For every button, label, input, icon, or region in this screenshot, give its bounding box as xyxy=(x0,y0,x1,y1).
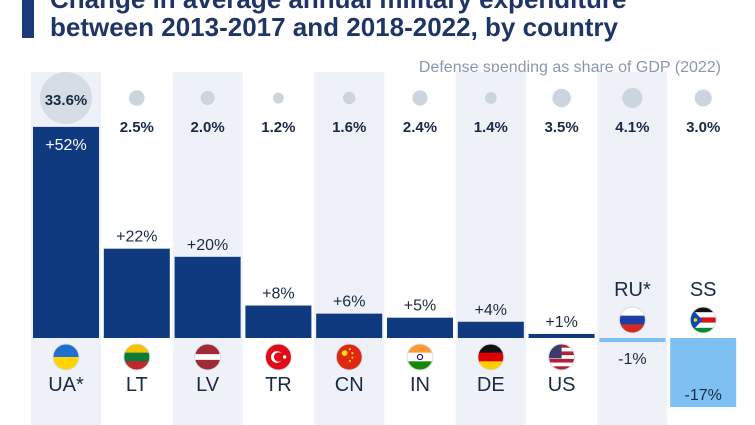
gdp-share-label: 1.2% xyxy=(261,119,295,136)
gdp-share-bubble xyxy=(412,90,428,106)
gdp-share-bubble xyxy=(342,91,356,105)
value-label: -17% xyxy=(685,387,722,404)
gdp-share-label: 2.0% xyxy=(190,119,224,136)
gdp-share-bubble xyxy=(128,90,145,106)
flag-ss-icon xyxy=(689,306,717,334)
gdp-share-bubble xyxy=(552,88,571,108)
bar-lt xyxy=(103,248,170,338)
bar-de xyxy=(457,321,524,338)
bar-cn xyxy=(316,313,383,338)
flag-lv-icon xyxy=(194,343,222,371)
value-label: +6% xyxy=(333,294,365,311)
chart-title-line-1: Change in average annual military expend… xyxy=(50,0,627,15)
category-label: DE xyxy=(477,374,505,396)
bar-in xyxy=(387,317,453,338)
category-label: SS xyxy=(690,279,717,301)
category-label: LV xyxy=(196,374,220,396)
gdp-share-label: 4.1% xyxy=(615,119,649,136)
bar-lv xyxy=(174,256,241,338)
gdp-share-bubble xyxy=(484,92,497,104)
value-label: +5% xyxy=(404,298,436,315)
gdp-share-label: 1.6% xyxy=(332,119,366,136)
gdp-share-bubble xyxy=(622,88,643,108)
gdp-share-label: 2.4% xyxy=(403,119,437,136)
flag-tr-icon xyxy=(264,343,292,371)
bar-tr xyxy=(245,305,312,338)
flag-ua-icon xyxy=(52,343,80,371)
value-label: +4% xyxy=(475,302,507,319)
value-label: +22% xyxy=(116,229,157,246)
gdp-share-label: 1.4% xyxy=(474,119,508,136)
gdp-share-label: 3.0% xyxy=(686,119,720,136)
category-label: IN xyxy=(410,374,430,396)
flag-in-icon xyxy=(406,343,434,371)
category-label: RU* xyxy=(614,279,651,301)
gdp-share-label: 3.5% xyxy=(544,119,578,136)
category-label: UA* xyxy=(48,374,84,396)
bar-us xyxy=(528,333,595,338)
value-label: +20% xyxy=(187,237,228,254)
flag-de-icon xyxy=(477,343,505,371)
gdp-share-bubble xyxy=(272,92,284,104)
bar-ua xyxy=(33,126,99,338)
flag-cn-icon xyxy=(335,343,363,371)
gdp-share-label: 33.6% xyxy=(45,92,88,109)
gdp-share-bubble xyxy=(40,72,92,124)
flag-lt-icon xyxy=(123,343,151,371)
value-label: +52% xyxy=(45,137,86,154)
gdp-share-label: 2.5% xyxy=(120,119,154,136)
value-label: +1% xyxy=(545,314,577,331)
gdp-share-bubble xyxy=(200,91,215,105)
bar-ru xyxy=(599,338,666,343)
category-label: LT xyxy=(126,374,148,396)
flag-ru-icon xyxy=(618,306,646,334)
category-label: CN xyxy=(335,374,364,396)
chart-title-line-2: between 2013-2017 and 2018-2022, by coun… xyxy=(50,12,618,42)
category-label: US xyxy=(548,374,576,396)
column-shade xyxy=(597,72,668,425)
flag-us-icon xyxy=(548,343,576,371)
category-label: TR xyxy=(265,374,292,396)
value-label: -1% xyxy=(618,351,646,368)
title-accent-bar xyxy=(22,0,34,38)
bar-ss xyxy=(670,338,737,408)
value-label: +8% xyxy=(262,286,294,303)
chart-subtitle: Defense spending as share of GDP (2022) xyxy=(418,59,721,76)
gdp-share-bubble xyxy=(694,89,712,107)
